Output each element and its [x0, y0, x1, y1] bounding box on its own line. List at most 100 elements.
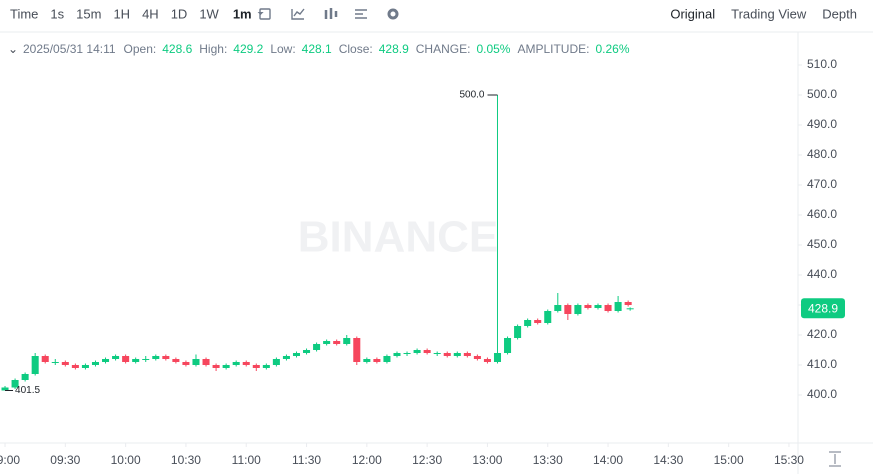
plot: 500.0 401.5	[1, 90, 634, 396]
y-tick-label: 500.0	[807, 87, 837, 101]
candle-body	[463, 353, 471, 356]
interval-button[interactable]: 1H	[113, 6, 130, 21]
candle-body	[393, 353, 401, 356]
y-tick-label: 440.0	[807, 267, 837, 281]
x-tick-label: 12:00	[352, 453, 382, 467]
info-value: 428.6	[162, 42, 192, 56]
x-tick-label: 09:30	[50, 453, 80, 467]
interval-selected[interactable]: 1m	[233, 6, 252, 21]
view-button[interactable]: Original	[670, 6, 715, 21]
candle-body	[132, 359, 140, 362]
candle-body	[91, 362, 99, 365]
candle-body	[152, 356, 160, 359]
candle-body	[31, 356, 39, 374]
x-tick-label: 15:00	[714, 453, 744, 467]
candle-body	[51, 362, 59, 363]
last-price-label: 428.9	[808, 301, 838, 315]
candle-body	[504, 338, 512, 353]
icon[interactable]	[324, 8, 338, 19]
candle-body	[122, 356, 130, 362]
candle-body	[604, 305, 612, 311]
interval-button[interactable]: 4H	[142, 6, 159, 21]
candle-body	[41, 356, 49, 362]
candle-body	[102, 359, 110, 362]
x-tick-label: 14:30	[653, 453, 683, 467]
candle-body	[303, 350, 311, 353]
info-label: Close:	[339, 42, 373, 56]
candle-body	[182, 362, 190, 365]
candle-body	[252, 365, 260, 368]
icon[interactable]	[291, 8, 305, 20]
candle-body	[272, 359, 280, 365]
toolbar-icons	[259, 8, 399, 20]
candle-body	[262, 365, 270, 368]
info-value: 428.9	[379, 42, 409, 56]
info-label: CHANGE:	[416, 42, 471, 56]
info-label: High:	[199, 42, 227, 56]
interval-button[interactable]: Time	[10, 6, 38, 21]
y-tick-label: 420.0	[807, 327, 837, 341]
candle-body	[71, 365, 79, 368]
info-value: 0.26%	[595, 42, 629, 56]
x-tick-label: 09:00	[0, 453, 20, 467]
scale-icon[interactable]	[829, 451, 841, 467]
interval-button[interactable]: 1W	[199, 6, 219, 21]
icon[interactable]	[355, 9, 367, 19]
info-label: Low:	[270, 42, 295, 56]
y-tick-label: 460.0	[807, 207, 837, 221]
candle-body	[574, 305, 582, 314]
x-tick-label: 10:00	[111, 453, 141, 467]
candle-body	[142, 359, 150, 360]
x-tick-label: 13:00	[472, 453, 502, 467]
interval-button[interactable]: 1D	[171, 6, 188, 21]
candle-body	[564, 305, 572, 314]
info-value: 0.05%	[476, 42, 510, 56]
candle-body	[21, 374, 29, 380]
candle-body	[333, 341, 341, 344]
candle-body	[11, 380, 19, 388]
x-tick-label: 11:30	[292, 453, 321, 467]
candle-body	[514, 326, 522, 338]
candle-body	[483, 359, 491, 362]
y-tick-label: 400.0	[807, 387, 837, 401]
watermark: BINANCE	[298, 213, 498, 262]
annotation-label: 401.5	[15, 385, 40, 396]
candle-body	[353, 338, 361, 362]
candle-body	[403, 353, 411, 354]
interval-button[interactable]: 15m	[76, 6, 101, 21]
icon[interactable]	[387, 8, 399, 20]
candle-body	[554, 305, 562, 311]
interval-button[interactable]: 1s	[50, 6, 64, 21]
x-tick-label: 14:00	[593, 453, 623, 467]
toolbar: Time 1s 15m 1H 4H 1D 1W 1m Depth Trading View Orig…	[10, 6, 857, 21]
candle-body	[343, 338, 351, 344]
candle-body	[626, 308, 634, 310]
icon[interactable]	[259, 8, 271, 20]
candle-body	[433, 353, 441, 354]
candle-body	[383, 356, 391, 362]
collapse[interactable]: ⌄	[8, 42, 18, 56]
y-tick-label: 470.0	[807, 177, 837, 191]
candle-body	[282, 356, 290, 359]
candle-body	[81, 365, 89, 368]
x-tick-label: 11:00	[232, 453, 261, 467]
candle-body	[363, 359, 371, 362]
y-tick-label: 490.0	[807, 117, 837, 131]
candle-body	[192, 359, 200, 365]
candle-body	[524, 320, 532, 326]
x-tick-label: 12:30	[412, 453, 442, 467]
axes: 400.0410.0420.0430.0440.0450.0460.0470.0…	[0, 57, 845, 467]
candle-body	[112, 356, 120, 359]
x-tick-label: 15:30	[774, 453, 804, 467]
info-value: 428.1	[302, 42, 332, 56]
candle-body	[172, 359, 180, 362]
view-button[interactable]: Trading View	[731, 6, 807, 21]
candle-body	[423, 350, 431, 353]
view-button[interactable]: Depth	[822, 6, 857, 21]
y-tick-label: 410.0	[807, 357, 837, 371]
candle-body	[242, 362, 250, 365]
candle-body	[473, 356, 481, 359]
candle-body	[453, 353, 461, 356]
